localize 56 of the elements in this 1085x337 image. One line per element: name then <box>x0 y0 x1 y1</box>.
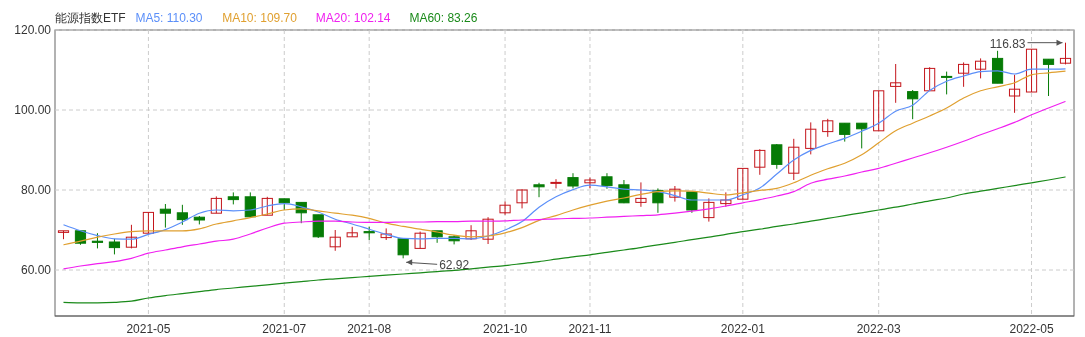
candlestick <box>125 224 138 249</box>
annotation: 62.92 <box>439 258 470 273</box>
y-tick-label: 100.00 <box>14 103 52 118</box>
candlestick <box>737 167 749 200</box>
candlestick <box>142 211 154 234</box>
candlestick <box>159 203 171 229</box>
candlestick <box>465 224 477 241</box>
candlestick <box>839 122 851 143</box>
x-tick-label: 2022-05 <box>1009 322 1054 336</box>
candlestick <box>635 181 647 208</box>
text: MA5: 110.30 <box>135 11 203 25</box>
candlestick <box>329 229 341 252</box>
candlestick <box>499 201 511 216</box>
line-series <box>62 176 1067 304</box>
x-tick-label: 2021-08 <box>347 322 392 336</box>
candlestick <box>771 143 783 170</box>
text: MA20: 102.14 <box>315 11 391 25</box>
candlestick <box>941 71 953 95</box>
x-tick-label: 2022-03 <box>856 322 902 336</box>
candlestick <box>975 57 987 79</box>
x-tick-label: 2022-01 <box>720 322 766 336</box>
candlestick <box>516 188 528 209</box>
candlestick <box>788 138 800 181</box>
y-tick-label: 80.00 <box>20 183 52 198</box>
x-tick-label: 2021-10 <box>483 322 528 336</box>
y-tick-label: 120.00 <box>14 23 52 38</box>
candlestick <box>907 89 919 120</box>
candlestick <box>703 197 715 223</box>
candlestick <box>873 90 885 132</box>
candlestick <box>890 63 902 104</box>
candlestick <box>584 177 596 189</box>
x-tick-label: 2021-05 <box>126 322 171 336</box>
candlestick <box>958 61 970 88</box>
candlestick <box>754 148 766 176</box>
candlestick <box>1008 74 1021 114</box>
annotation: 116.83 <box>989 36 1026 51</box>
candlestick <box>482 216 494 245</box>
candlestick <box>414 231 426 249</box>
candlestick <box>805 121 817 155</box>
candlestick <box>550 178 562 189</box>
chart-title: 能源指数ETF <box>55 11 126 25</box>
candlestick <box>669 185 681 203</box>
y-tick-label: 60.00 <box>20 263 52 278</box>
candlestick <box>312 214 324 239</box>
text: MA60: 83.26 <box>409 11 478 25</box>
candlestick <box>244 191 256 218</box>
x-tick-label: 2021-07 <box>262 322 307 336</box>
candlestick <box>1042 58 1055 97</box>
line-series <box>62 100 1067 270</box>
x-tick-label: 2021-11 <box>568 322 612 336</box>
text: MA10: 109.70 <box>222 11 298 25</box>
candlestick <box>176 204 188 226</box>
candlestick <box>1025 48 1038 93</box>
candlestick <box>533 182 545 198</box>
candlestick <box>261 196 273 216</box>
candlestick <box>924 66 936 92</box>
